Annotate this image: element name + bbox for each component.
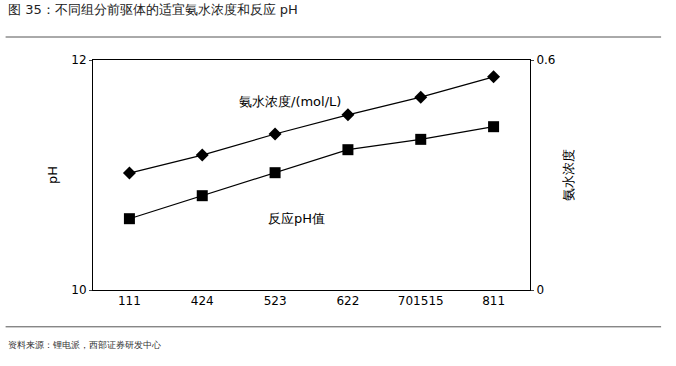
svg-text:资料来源：锂电派，西部证券研发中心: 资料来源：锂电派，西部证券研发中心 bbox=[8, 340, 161, 350]
svg-text:10: 10 bbox=[71, 283, 86, 297]
svg-text:424: 424 bbox=[191, 294, 214, 308]
svg-text:pH: pH bbox=[45, 166, 60, 184]
svg-text:0.6: 0.6 bbox=[536, 53, 555, 67]
svg-text:图 35：不同组分前驱体的适宜氨水浓度和反应 pH: 图 35：不同组分前驱体的适宜氨水浓度和反应 pH bbox=[8, 2, 298, 17]
svg-text:111: 111 bbox=[118, 294, 141, 308]
svg-text:523: 523 bbox=[264, 294, 287, 308]
svg-text:622: 622 bbox=[336, 294, 359, 308]
svg-text:氨水浓度: 氨水浓度 bbox=[561, 149, 576, 201]
svg-text:氨水浓度/(mol/L): 氨水浓度/(mol/L) bbox=[239, 94, 341, 109]
svg-text:701515: 701515 bbox=[398, 294, 444, 308]
svg-text:12: 12 bbox=[71, 53, 86, 67]
svg-text:反应pH值: 反应pH值 bbox=[268, 211, 325, 226]
svg-text:0: 0 bbox=[536, 283, 544, 297]
svg-text:811: 811 bbox=[482, 294, 505, 308]
